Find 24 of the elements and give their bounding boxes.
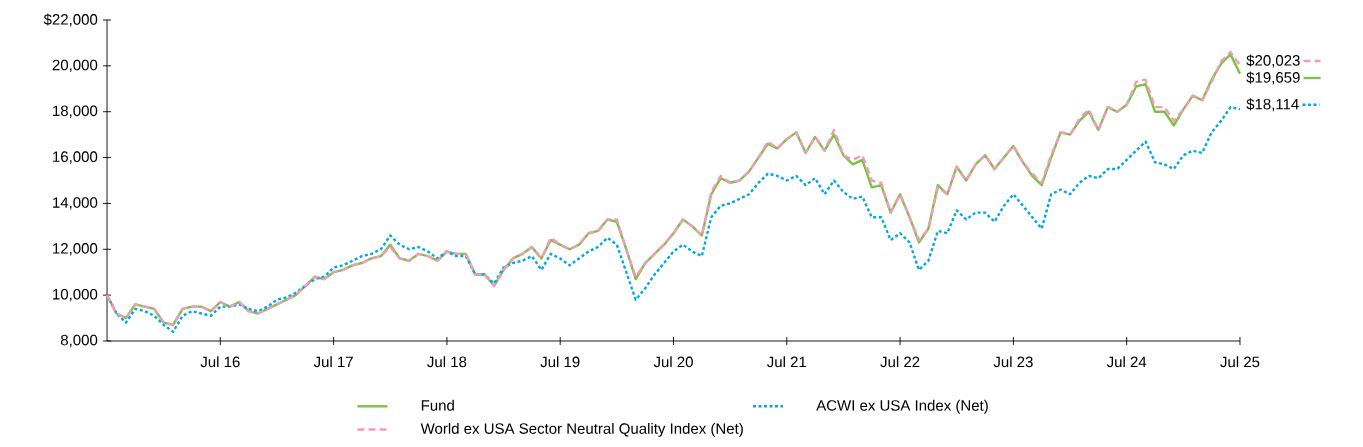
x-tick-label: Jul 17 <box>313 356 353 368</box>
x-tick-label: Jul 23 <box>993 356 1033 368</box>
y-tick-label: 12,000 <box>53 243 98 256</box>
y-tick-label: 20,000 <box>52 59 98 73</box>
y-tick-label: 8,000 <box>60 334 98 348</box>
data-label: $20,023 <box>1246 54 1300 68</box>
x-tick-label: Jul 18 <box>427 356 467 368</box>
x-tick-label: Jul 20 <box>653 356 693 368</box>
data-label: $19,659 <box>1246 71 1300 85</box>
x-tick-label: Jul 22 <box>880 356 920 368</box>
y-tick-label: 18,000 <box>53 105 98 118</box>
x-tick-label: Jul 19 <box>540 356 580 368</box>
x-tick-label: Jul 25 <box>1220 356 1260 368</box>
y-tick-label: $22,000 <box>43 13 98 27</box>
y-tick-label: 16,000 <box>53 151 98 164</box>
y-tick-label: 10,000 <box>53 288 98 302</box>
legend-label: World ex USA Sector Neutral Quality Index (Net) <box>420 422 743 437</box>
x-tick-label: Jul 16 <box>200 356 240 368</box>
x-tick-label: Jul 24 <box>1106 356 1147 368</box>
data-label: $18,114 <box>1246 98 1299 112</box>
y-tick-label: 14,000 <box>53 197 98 210</box>
legend-label: ACWI ex USA Index (Net) <box>816 399 988 414</box>
x-tick-label: Jul 21 <box>767 356 807 368</box>
legend-label: Fund <box>421 399 454 411</box>
